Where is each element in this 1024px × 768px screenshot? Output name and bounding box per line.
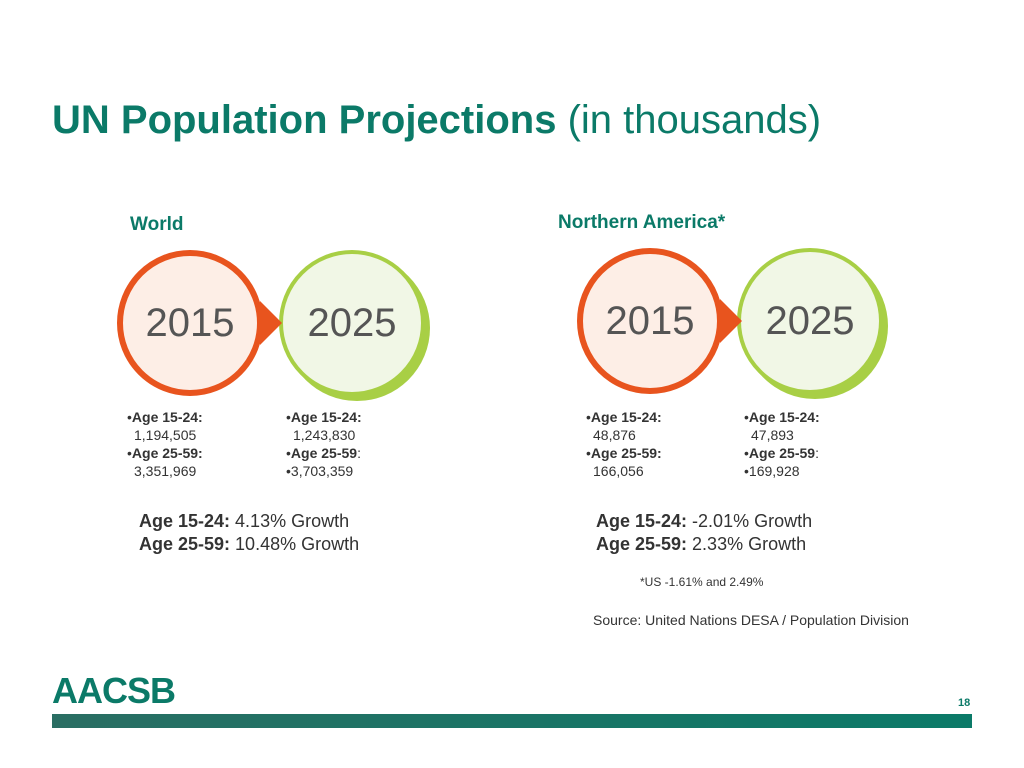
arrow-right-icon xyxy=(720,299,742,343)
aacsb-logo: AACSB xyxy=(52,664,182,711)
year-label: 2025 xyxy=(765,298,855,343)
circle-world-2025: 2025 xyxy=(279,250,425,396)
page-number: 18 xyxy=(958,697,971,709)
stats-na-2015: •Age 15-24: 48,876 •Age 25-59: 166,056 xyxy=(586,409,662,479)
arrow-right-icon xyxy=(260,301,282,345)
year-label: 2015 xyxy=(145,300,235,345)
title-main: UN Population Projections xyxy=(52,98,557,142)
circle-na-2015: 2015 xyxy=(577,248,723,394)
circle-world-2015: 2015 xyxy=(117,250,263,396)
region-label-northern-america: Northern America* xyxy=(558,212,726,233)
stats-world-2025: •Age 15-24: 1,243,830 •Age 25-59: •3,703… xyxy=(286,409,362,479)
logo-text: AACSB xyxy=(52,670,176,711)
stats-world-2015: •Age 15-24: 1,194,505 •Age 25-59: 3,351,… xyxy=(127,409,203,479)
stats-na-2025: •Age 15-24: 47,893 •Age 25-59: •169,928 xyxy=(744,409,820,479)
year-label: 2015 xyxy=(605,298,695,343)
page-title: UN Population Projections (in thousands) xyxy=(52,98,821,143)
source-note: Source: United Nations DESA / Population… xyxy=(593,612,909,628)
growth-world: Age 15-24: 4.13% Growth Age 25-59: 10.48… xyxy=(139,511,360,554)
circle-na-2025: 2025 xyxy=(737,248,883,394)
footer-bar xyxy=(52,714,972,728)
title-unit: (in thousands) xyxy=(556,98,822,142)
growth-northern-america: Age 15-24: -2.01% Growth Age 25-59: 2.33… xyxy=(596,511,813,554)
year-label: 2025 xyxy=(307,300,397,345)
region-label-world: World xyxy=(130,214,184,235)
footnote: *US -1.61% and 2.49% xyxy=(640,575,764,589)
